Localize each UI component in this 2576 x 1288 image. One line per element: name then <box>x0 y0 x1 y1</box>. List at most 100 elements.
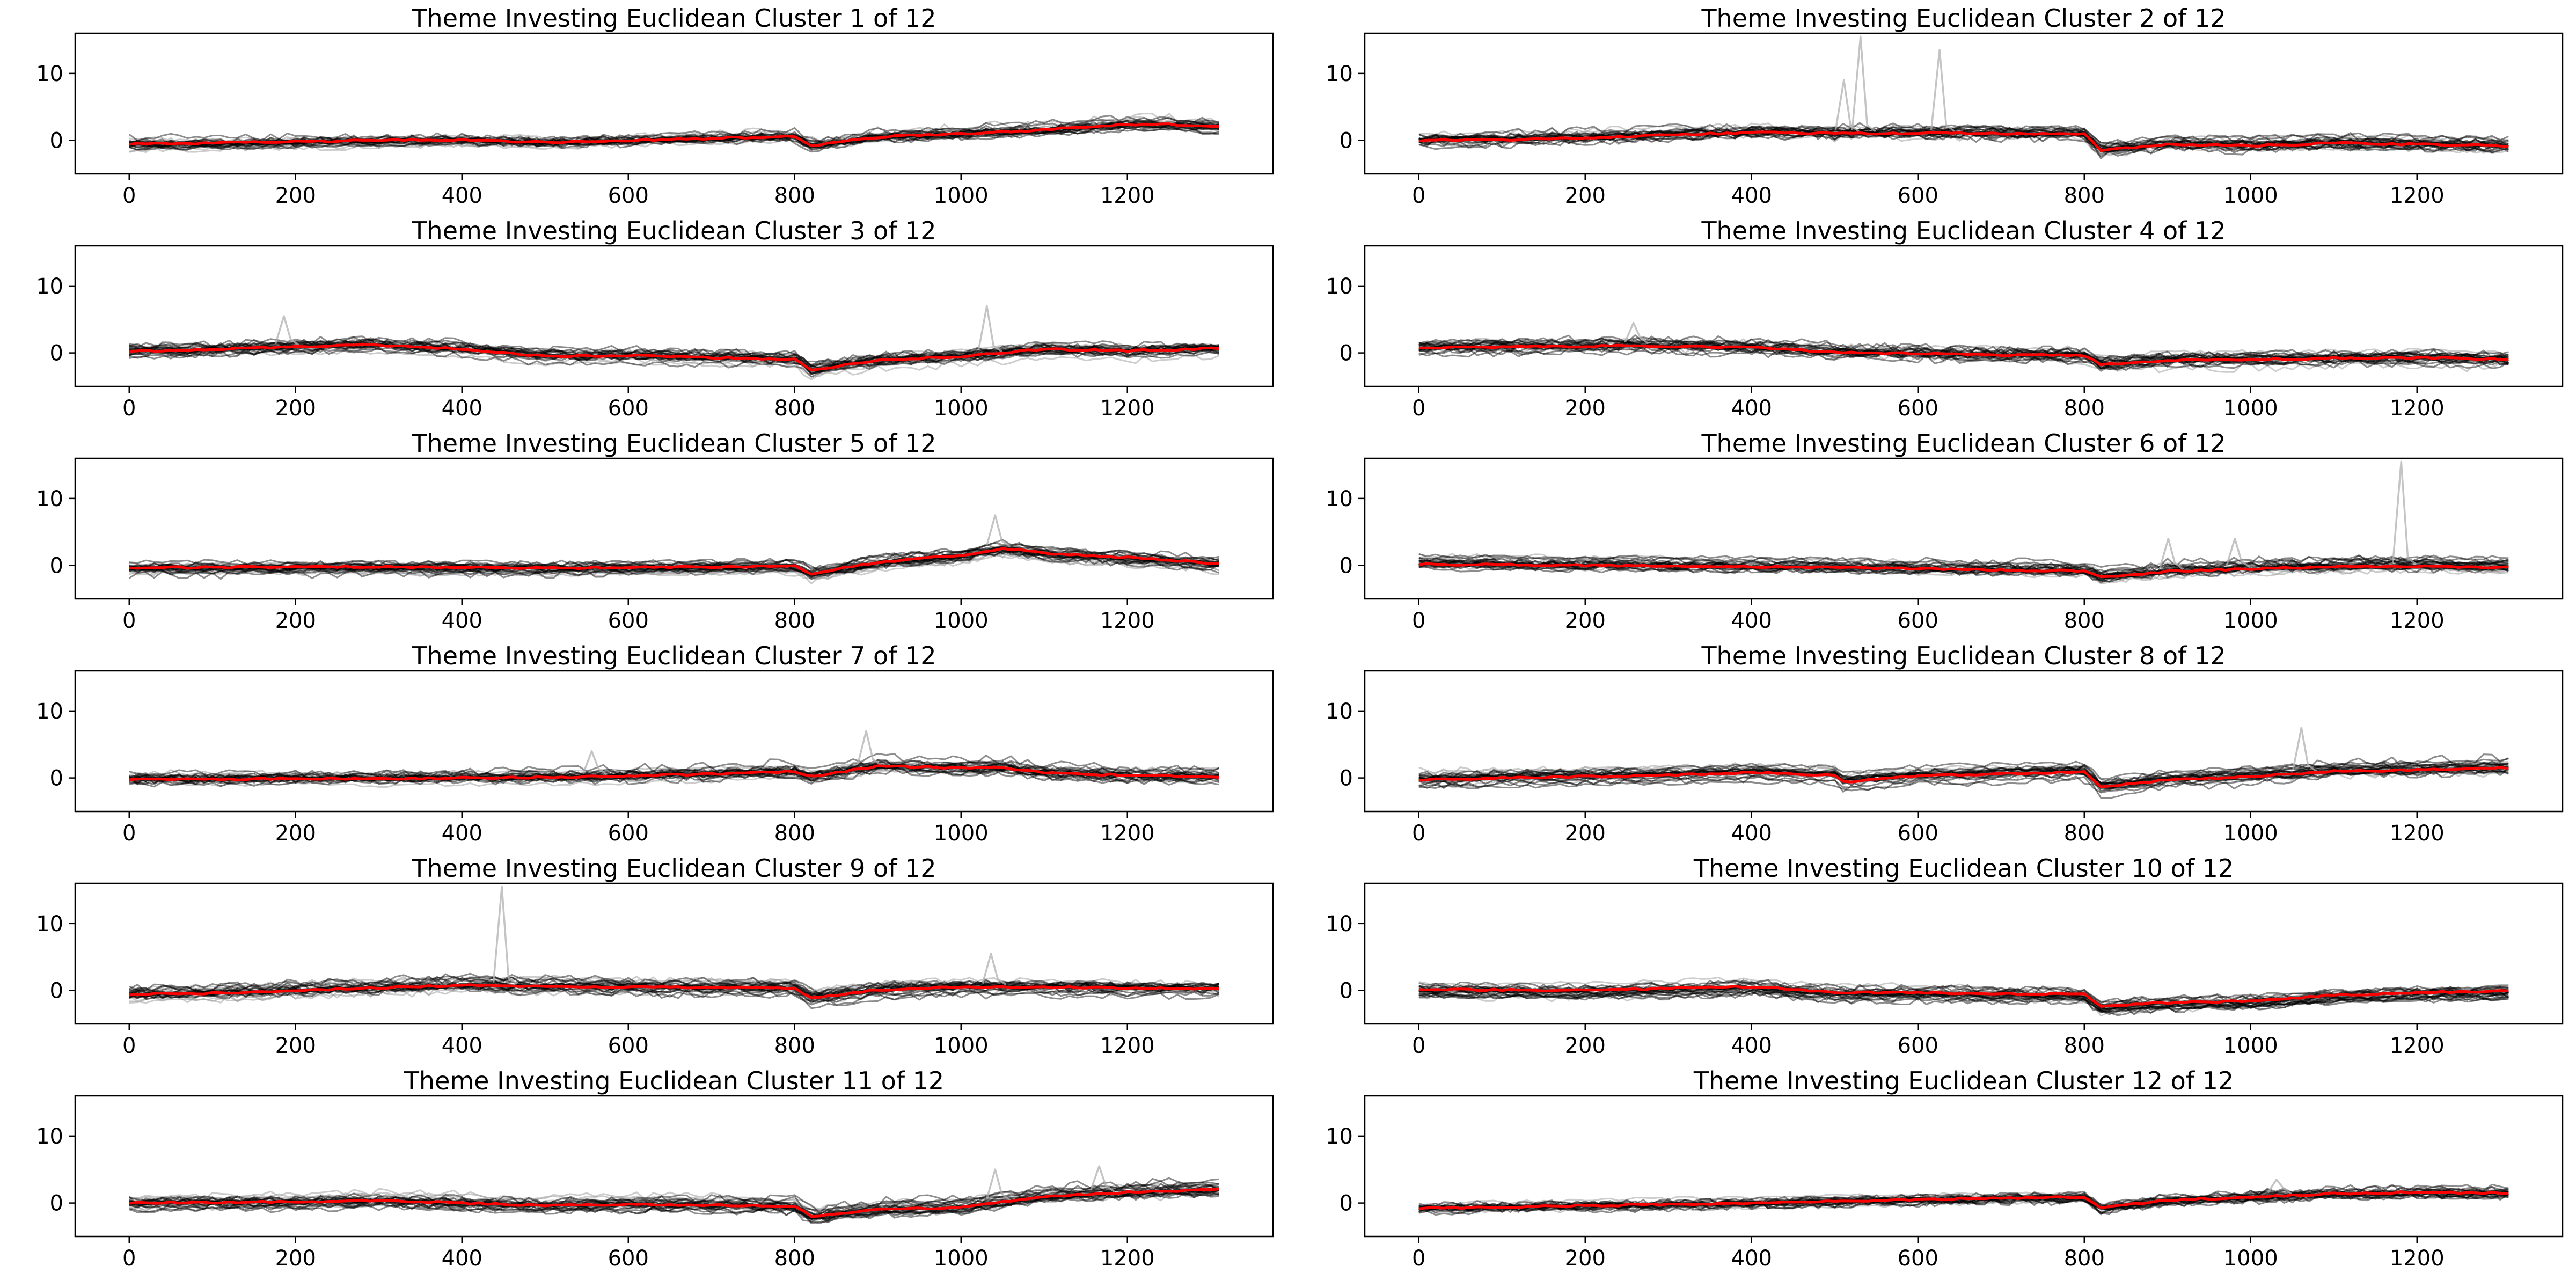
centroid-line <box>129 342 1219 372</box>
x-tick-label: 400 <box>442 396 482 421</box>
member-series-line <box>129 1186 1219 1210</box>
x-tick-label: 600 <box>608 1034 649 1058</box>
member-series-line <box>129 980 1219 999</box>
member-series-line <box>129 1182 1219 1210</box>
x-tick-label: 400 <box>1731 1246 1772 1271</box>
outlier-spike <box>1930 49 1955 132</box>
member-series-line <box>129 336 1219 370</box>
x-tick-label: 400 <box>442 821 482 846</box>
x-tick-label: 600 <box>1898 184 1938 208</box>
x-tick-label: 1200 <box>2390 609 2445 633</box>
member-series-line <box>1418 131 2509 159</box>
outlier-spike <box>274 315 300 346</box>
x-tick-label: 1200 <box>2390 821 2445 846</box>
subplot-1: 0 200 400 600 800 1000 1200 0 10 Theme Investing … <box>36 4 1274 208</box>
x-tick-label: 400 <box>1731 396 1772 421</box>
subplot-title: Theme Investing Euclidean Cluster 6 of 1… <box>1701 429 2226 458</box>
member-series-line <box>129 554 1219 584</box>
x-tick-label: 1000 <box>934 1246 989 1271</box>
x-tick-label: 0 <box>122 1246 136 1271</box>
y-tick-label: 0 <box>50 554 63 579</box>
member-series-line <box>1418 561 2509 583</box>
y-tick-label: 10 <box>36 62 63 86</box>
member-series-line <box>129 344 1219 380</box>
member-series-line <box>129 1189 1219 1224</box>
axes-frame <box>1364 882 2564 1025</box>
x-tick-label: 0 <box>1412 396 1425 421</box>
y-tick-label: 10 <box>1326 487 1353 511</box>
subplot-title: Theme Investing Euclidean Cluster 10 of … <box>1693 854 2234 883</box>
subplot-title: Theme Investing Euclidean Cluster 3 of 1… <box>411 216 936 245</box>
member-series-line <box>129 767 1219 786</box>
x-tick-label: 1200 <box>1100 821 1155 846</box>
member-series-line <box>129 759 1219 779</box>
x-tick-label: 600 <box>1898 821 1938 846</box>
y-tick-label: 0 <box>1340 129 1353 153</box>
member-series-line <box>129 1188 1219 1219</box>
member-series-line <box>129 1192 1219 1221</box>
x-tick-label: 1200 <box>2390 184 2445 208</box>
plot-area <box>128 730 1220 788</box>
outlier-spike <box>2392 460 2417 565</box>
x-tick-label: 0 <box>1412 609 1425 633</box>
x-tick-label: 200 <box>275 821 316 846</box>
subplot-title: Theme Investing Euclidean Cluster 11 of … <box>404 1066 944 1095</box>
plot-area <box>1418 976 2509 1017</box>
x-tick-label: 800 <box>774 1246 815 1271</box>
member-series-line <box>129 335 1220 367</box>
axes-frame <box>74 670 1274 813</box>
outlier-spike <box>986 514 1011 548</box>
centroid-line <box>129 122 1219 148</box>
x-tick-label: 0 <box>122 396 136 421</box>
member-series-line <box>1418 557 2509 575</box>
subplot-8: 0 200 400 600 800 1000 1200 0 10 Theme Investing … <box>1326 641 2564 846</box>
member-series-line <box>129 346 1219 378</box>
x-tick-label: 1000 <box>2223 184 2278 208</box>
x-tick-label: 600 <box>608 821 649 846</box>
x-tick-label: 400 <box>1731 821 1772 846</box>
member-series-line <box>1418 1191 2509 1216</box>
member-series-line <box>129 1189 1219 1224</box>
x-tick-label: 800 <box>2064 1246 2105 1271</box>
subplot-6: 0 200 400 600 800 1000 1200 0 10 Theme Investing … <box>1326 429 2564 633</box>
member-series-line <box>1418 763 2509 785</box>
centroid-line <box>1418 985 2509 1008</box>
outlier-spike <box>2159 537 2184 570</box>
x-tick-label: 800 <box>774 821 815 846</box>
x-tick-label: 400 <box>1731 609 1772 633</box>
y-tick-label: 10 <box>1326 274 1353 299</box>
x-tick-label: 400 <box>442 184 482 208</box>
centroid-line <box>1418 766 2509 788</box>
member-series-line <box>1418 760 2509 780</box>
member-series-line <box>1418 338 2509 364</box>
subplot-4: 0 200 400 600 800 1000 1200 0 10 Theme Investing … <box>1326 216 2564 421</box>
member-series-line <box>129 549 1219 577</box>
member-series-line <box>1418 126 2509 147</box>
x-tick-label: 400 <box>442 609 482 633</box>
x-tick-label: 0 <box>1412 821 1425 846</box>
centroid-line <box>129 1188 1219 1218</box>
plot-area <box>128 113 1220 153</box>
member-series-line <box>129 339 1219 367</box>
x-tick-label: 200 <box>275 396 316 421</box>
x-tick-label: 200 <box>275 1246 316 1271</box>
member-series-line <box>129 762 1219 779</box>
member-series-line <box>129 339 1219 369</box>
x-tick-label: 800 <box>774 396 815 421</box>
x-tick-label: 600 <box>1898 396 1938 421</box>
y-tick-label: 0 <box>1340 766 1353 791</box>
subplot-title: Theme Investing Euclidean Cluster 4 of 1… <box>1701 216 2226 245</box>
outlier-spike <box>1624 321 1649 345</box>
x-tick-label: 200 <box>1565 184 1606 208</box>
axes-frame <box>74 245 1274 387</box>
x-tick-label: 600 <box>608 1246 649 1271</box>
member-series-line <box>129 767 1219 786</box>
member-series-line <box>1418 769 2509 794</box>
member-series-line <box>1418 987 2509 1011</box>
y-tick-label: 0 <box>50 341 63 366</box>
x-tick-label: 800 <box>774 609 815 633</box>
subplot-title: Theme Investing Euclidean Cluster 8 of 1… <box>1701 641 2226 670</box>
x-tick-label: 800 <box>774 184 815 208</box>
x-tick-label: 1000 <box>2223 396 2278 421</box>
